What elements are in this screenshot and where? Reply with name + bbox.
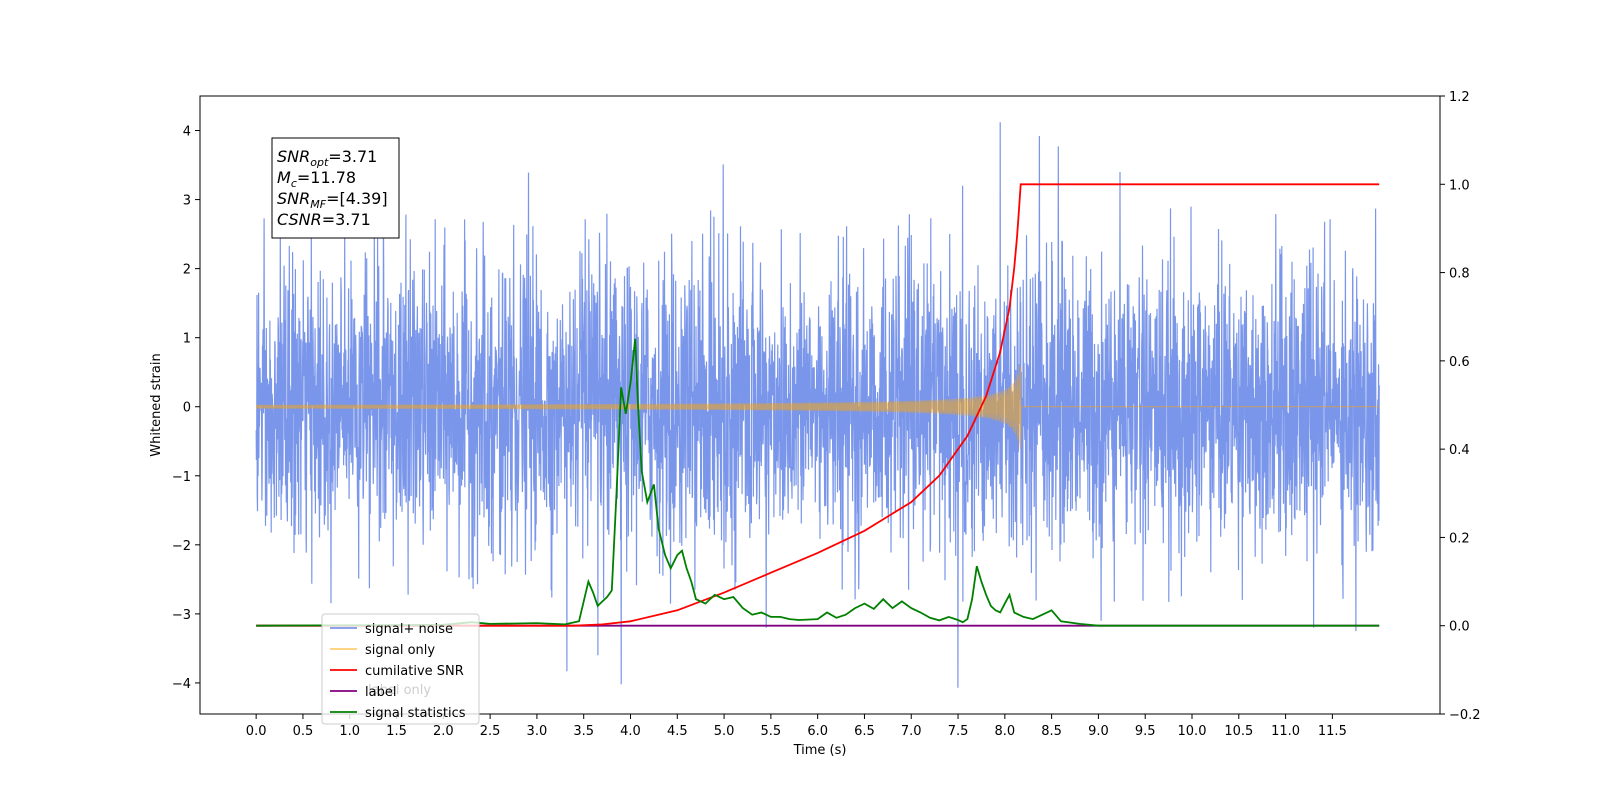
legend-label: cumilative SNR: [365, 664, 464, 679]
y-tick-label: −3: [172, 608, 191, 623]
y-tick-label: −1: [172, 470, 191, 485]
y2-tick-label: 0.0: [1449, 620, 1470, 635]
annotation-line: SNRMF=[4.39]: [277, 189, 388, 211]
x-tick-label: 0.5: [293, 724, 314, 739]
x-tick-label: 3.0: [527, 724, 548, 739]
x-tick-label: 4.0: [620, 724, 641, 739]
y-tick-label: 2: [183, 263, 191, 278]
y-tick-label: −2: [172, 539, 191, 554]
y2-tick-label: 0.8: [1449, 267, 1470, 282]
x-tick-label: 6.5: [854, 724, 875, 739]
signal-statistics-line: [256, 338, 1380, 627]
annotation-line: CSNR=3.71: [277, 210, 371, 229]
y-tick-label: 0: [183, 401, 191, 416]
signal-plus-noise-line: [255, 122, 1380, 688]
x-tick-label: 9.0: [1088, 724, 1109, 739]
annotation-frame: [271, 137, 400, 239]
legend-label: signal+ noise: [365, 622, 453, 637]
signal-only-series: [255, 365, 1380, 450]
y2-tick-label: 1.2: [1449, 90, 1470, 105]
plot-frame: [199, 95, 1441, 715]
x-tick-label: 6.0: [807, 724, 828, 739]
x-tick-label: 1.5: [386, 724, 407, 739]
cumulative-snr-line: [256, 183, 1380, 627]
x-tick-label: 4.5: [667, 724, 688, 739]
legend-label: label: [365, 685, 396, 700]
x-tick-label: 2.0: [433, 724, 454, 739]
x-tick-label: 8.5: [1041, 724, 1062, 739]
x-axis-label: Time (s): [793, 743, 847, 758]
legend-label: signal only: [365, 643, 435, 658]
y-tick-label: −4: [172, 677, 191, 692]
x-tick-label: 7.5: [948, 724, 969, 739]
y-axis-label: Whitened strain: [149, 353, 164, 456]
x-tick-label: 5.0: [714, 724, 735, 739]
x-tick-label: 11.0: [1271, 724, 1300, 739]
y2-tick-label: 0.4: [1449, 443, 1470, 458]
x-tick-label: 9.5: [1135, 724, 1156, 739]
axes: 0.0 0.5 1.0 1.5 2.0 2.5 3.0 3.5 4.0 4.5 5.0 5.5 6.0 6…: [172, 90, 1481, 739]
x-tick-label: 0.0: [246, 724, 267, 739]
y-tick-label: 3: [183, 194, 191, 209]
y2-tick-label: −0.2: [1449, 708, 1481, 723]
y-tick-label: 1: [183, 332, 191, 347]
x-tick-label: 11.5: [1318, 724, 1347, 739]
y-tick-label: 4: [183, 125, 191, 140]
signal-plus-noise-series: [255, 122, 1380, 688]
x-tick-label: 5.5: [761, 724, 782, 739]
x-tick-label: 8.0: [994, 724, 1015, 739]
signal-only-line: [255, 365, 1380, 450]
y2-tick-label: 0.6: [1449, 355, 1470, 370]
legend-frame: [321, 613, 480, 725]
x-tick-label: 10.5: [1224, 724, 1253, 739]
x-tick-label: 10.0: [1178, 724, 1207, 739]
x-tick-label: 1.0: [339, 724, 360, 739]
x-tick-label: 2.5: [480, 724, 501, 739]
x-tick-label: 7.0: [901, 724, 922, 739]
y2-tick-label: 1.0: [1449, 178, 1470, 193]
annotation-line: Mc=11.78: [277, 168, 356, 190]
x-tick-label: 3.5: [573, 724, 594, 739]
y2-tick-label: 0.2: [1449, 531, 1470, 546]
annotation-line: SNRopt=3.71: [277, 147, 377, 169]
legend-label: signal statistics: [365, 706, 466, 721]
